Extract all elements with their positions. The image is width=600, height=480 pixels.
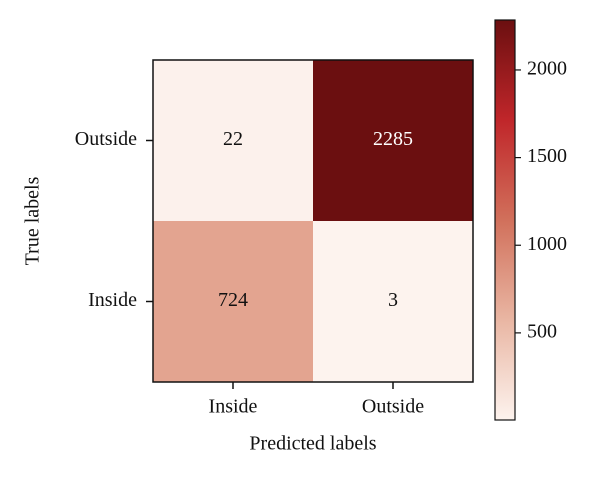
cell-label: 2285 [373, 128, 413, 150]
colorbar [494, 19, 516, 421]
colorbar-tick-label: 2000 [527, 58, 567, 80]
y-axis-label: True labels [22, 176, 44, 265]
colorbar-tick-label: 1500 [527, 145, 567, 167]
x-tick-label: Outside [362, 396, 424, 418]
cell-label: 3 [388, 289, 398, 311]
plot-frame [152, 59, 474, 383]
heatmap-cell [153, 60, 313, 221]
heatmap-cell [313, 221, 473, 382]
y-tick-label: Outside [75, 128, 137, 150]
x-axis-label: Predicted labels [249, 433, 376, 455]
y-tick-label: Inside [88, 289, 137, 311]
colorbar-tick-label: 500 [527, 320, 557, 342]
heatmap-cell [313, 60, 473, 221]
cell-label: 724 [218, 289, 248, 311]
cell-label: 22 [223, 128, 243, 150]
x-tick-label: Inside [209, 396, 258, 418]
colorbar-tick-label: 1000 [527, 233, 567, 255]
heatmap-cell [153, 221, 313, 382]
